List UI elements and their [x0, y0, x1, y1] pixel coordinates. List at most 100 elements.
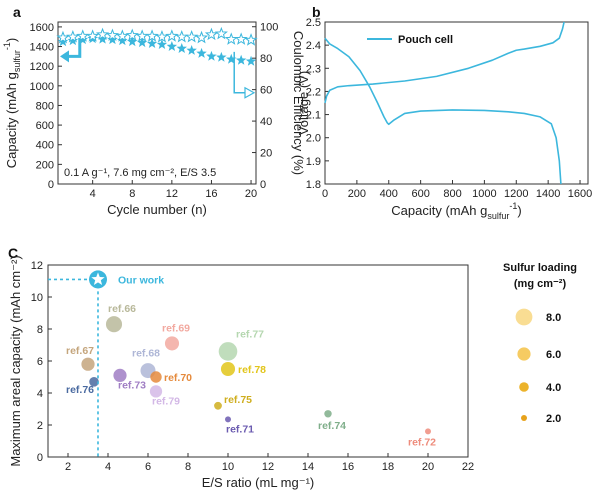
y-tick-label: 10 [31, 292, 43, 304]
y-tick-label: 2.2 [306, 86, 321, 98]
y-axis-title: Maximum areal capacity (mAh cm⁻²) [8, 255, 23, 466]
capacity-point [245, 55, 257, 66]
y-axis-title: Voltage (V) [296, 71, 311, 135]
y-left-tick-label: 400 [36, 140, 54, 152]
efficiency-point [125, 28, 139, 41]
y-tick-label: 0 [37, 452, 43, 464]
size-legend-bubble [519, 382, 529, 392]
efficiency-point [214, 26, 228, 40]
efficiency-point [165, 29, 179, 42]
y-right-tick-label: 40 [260, 116, 272, 128]
capacity-point [136, 37, 148, 48]
efficiency-point [234, 32, 248, 45]
capacity-point [226, 53, 237, 64]
plot-frame [57, 21, 257, 185]
x-tick-label: 400 [380, 188, 398, 200]
y-tick-label: 2.1 [306, 110, 321, 122]
y-right-tick-label: 80 [260, 53, 272, 65]
efficiency-arrow-head [244, 86, 256, 99]
reference-bubble [89, 377, 99, 387]
x-tick-label: 16 [205, 188, 217, 200]
panel-label-c: C [8, 245, 18, 261]
efficiency-point [185, 30, 199, 43]
reference-label: ref.79 [152, 395, 180, 407]
size-legend-bubble [521, 415, 527, 421]
reference-label: ref.69 [162, 322, 190, 334]
x-tick-label: 600 [411, 188, 429, 200]
efficiency-point [194, 30, 209, 44]
reference-bubble [218, 342, 238, 361]
x-axis-title: Capacity (mAh gsulfur-1) [391, 201, 521, 221]
capacity-point [127, 36, 138, 47]
y-tick-label: 2.4 [306, 40, 321, 52]
efficiency-point [145, 29, 159, 42]
y-left-tick-label: 1200 [30, 61, 54, 73]
x-tick-label: 0 [322, 188, 328, 200]
capacity-arrow-head [60, 50, 69, 63]
capacity-axis-arrow [66, 38, 82, 58]
reference-bubble [214, 401, 222, 410]
x-tick-label: 8 [185, 461, 191, 473]
efficiency-point [95, 27, 110, 41]
efficiency-point [204, 27, 219, 41]
capacity-point [57, 36, 69, 47]
y-left-axis-title-main: Capacity (mAh g [4, 72, 19, 168]
x-tick-label: 200 [348, 188, 366, 200]
x-axis-title-sup: -1 [509, 201, 517, 211]
efficiency-point [66, 30, 80, 43]
reference-label: ref.68 [132, 348, 160, 360]
size-legend-subtitle: (mg cm⁻²) [514, 278, 567, 290]
y-left-axis-title: Capacity (mAh gsulfur-1) [2, 38, 22, 168]
x-axis-title-sub: sulfur [487, 211, 509, 221]
x-tick-label: 14 [302, 461, 314, 473]
efficiency-point [86, 29, 100, 42]
size-legend-bubble [515, 308, 533, 326]
capacity-point [77, 34, 88, 45]
y-left-tick-label: 1000 [30, 81, 54, 93]
capacity-point [117, 35, 128, 46]
x-tick-label: 2 [65, 461, 71, 473]
reference-label: ref.77 [236, 328, 264, 340]
reference-label: ref.78 [238, 364, 266, 376]
capacity-point [196, 47, 207, 58]
legend-label: Pouch cell [398, 34, 453, 46]
x-axis-title-end: ) [517, 203, 521, 218]
x-tick-label: 8 [129, 188, 135, 200]
y-right-axis-title: Coulombic Efficiency (%) [291, 31, 306, 175]
capacity-point [146, 38, 158, 49]
reference-bubble [324, 410, 332, 418]
reference-bubble [220, 361, 236, 377]
capacity-point [156, 39, 168, 50]
y-left-tick-label: 0 [48, 179, 54, 191]
y-tick-label: 2.3 [306, 63, 321, 75]
y-tick-label: 4 [37, 388, 43, 400]
y-tick-label: 6 [37, 356, 43, 368]
reference-label: ref.67 [66, 345, 94, 357]
x-tick-label: 16 [342, 461, 354, 473]
reference-label: ref.70 [164, 372, 192, 384]
y-tick-label: 2.5 [306, 17, 321, 29]
y-left-tick-label: 1400 [30, 42, 54, 54]
x-tick-label: 1200 [504, 188, 528, 200]
size-legend-label: 2.0 [546, 413, 561, 425]
y-right-tick-label: 60 [260, 85, 272, 97]
our-work-label: Our work [118, 274, 164, 286]
panel-label-b: b [312, 4, 321, 20]
plot-frame [47, 264, 469, 458]
reference-bubble [164, 336, 180, 351]
x-tick-label: 1600 [568, 188, 592, 200]
y-left-axis-title-sup: -1 [2, 42, 12, 50]
reference-bubble [150, 371, 162, 383]
capacity-point [166, 41, 178, 51]
reference-bubble [149, 385, 163, 398]
y-right-tick-label: 100 [260, 22, 278, 34]
y-tick-label: 1.8 [306, 179, 321, 191]
x-tick-label: 4 [105, 461, 111, 473]
y-right-tick-label: 20 [260, 148, 272, 160]
capacity-point [186, 44, 197, 55]
efficiency-point [175, 30, 189, 43]
panel-c-comparison-chart: 2 4 6 8 10 12 14 16 18 20 22 0 2 4 6 8 10 12 ref.66 ref.67 r… [8, 255, 577, 490]
x-tick-label: 6 [145, 461, 151, 473]
capacity-point [97, 33, 108, 44]
